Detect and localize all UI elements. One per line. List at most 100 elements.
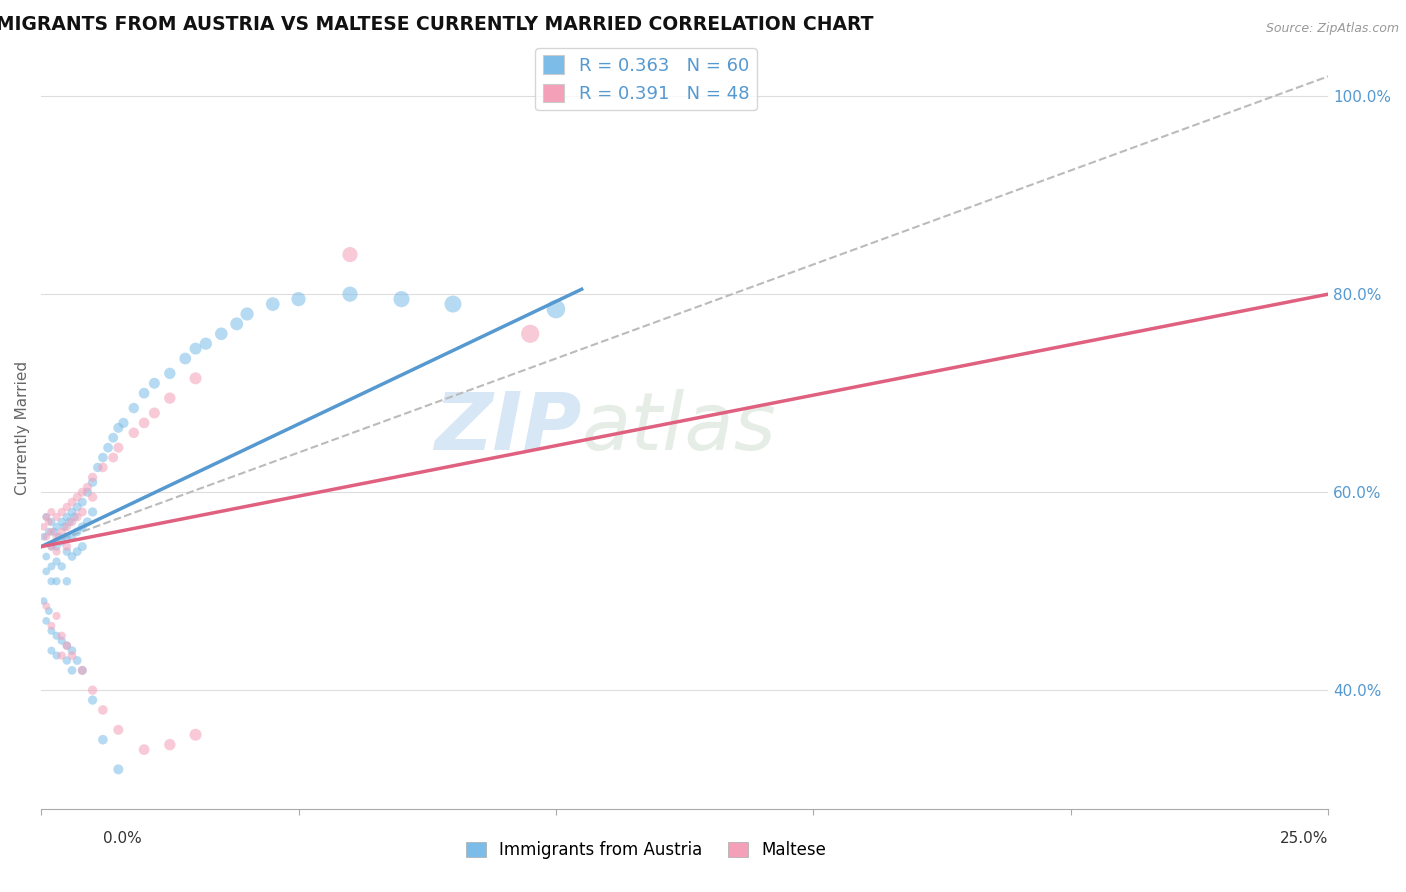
Point [103,450,125,465]
Point [45,554,67,568]
Point [112,416,135,430]
Point [38,604,60,618]
Point [45,574,67,589]
Point [82,475,104,490]
Point [339,287,361,301]
Point [107,723,129,737]
Point [107,441,129,455]
Point [56,520,79,534]
Point [35,599,58,613]
Point [159,367,181,381]
Point [41,643,63,657]
Point [159,391,181,405]
Point [42,524,65,539]
Point [41,515,63,529]
Point [45,629,67,643]
Point [122,401,145,415]
Point [132,416,155,430]
Point [56,500,79,514]
Point [544,301,567,316]
Point [107,421,129,435]
Point [56,639,79,653]
Point [45,609,67,624]
Point [45,510,67,524]
Point [60,549,83,564]
Point [32,520,55,534]
Point [391,292,413,306]
Point [63,510,86,524]
Point [66,490,89,504]
Point [76,485,98,500]
Point [56,639,79,653]
Point [41,574,63,589]
Point [97,441,120,455]
Point [76,515,98,529]
Point [51,515,73,529]
Point [41,540,63,554]
Point [66,653,89,667]
Point [51,648,73,663]
Point [56,574,79,589]
Point [72,540,94,554]
Point [60,648,83,663]
Point [184,728,207,742]
Point [209,326,232,341]
Point [66,510,89,524]
Point [60,505,83,519]
Point [91,450,114,465]
Text: 0.0%: 0.0% [103,831,142,846]
Point [66,524,89,539]
Point [35,530,58,544]
Point [143,376,166,391]
Point [82,693,104,707]
Point [51,534,73,549]
Point [159,738,181,752]
Point [66,544,89,558]
Point [72,495,94,509]
Point [174,351,197,366]
Point [56,510,79,524]
Point [72,485,94,500]
Point [41,624,63,638]
Point [132,386,155,401]
Point [45,544,67,558]
Text: 25.0%: 25.0% [1281,831,1329,846]
Text: IMMIGRANTS FROM AUSTRIA VS MALTESE CURRENTLY MARRIED CORRELATION CHART: IMMIGRANTS FROM AUSTRIA VS MALTESE CURRE… [0,15,873,34]
Point [60,643,83,657]
Point [45,520,67,534]
Point [51,633,73,648]
Point [56,653,79,667]
Point [132,742,155,756]
Point [45,530,67,544]
Point [66,500,89,514]
Point [56,540,79,554]
Point [41,524,63,539]
Point [82,505,104,519]
Point [51,629,73,643]
Point [53,520,76,534]
Point [35,614,58,628]
Point [60,530,83,544]
Point [45,648,67,663]
Point [184,342,207,356]
Point [194,336,217,351]
Point [103,431,125,445]
Text: Source: ZipAtlas.com: Source: ZipAtlas.com [1265,22,1399,36]
Point [60,515,83,529]
Point [82,490,104,504]
Point [87,460,110,475]
Legend: R = 0.363   N = 60, R = 0.391   N = 48: R = 0.363 N = 60, R = 0.391 N = 48 [536,48,756,111]
Point [51,524,73,539]
Point [60,664,83,678]
Point [236,307,259,321]
Point [38,524,60,539]
Point [35,510,58,524]
Point [56,544,79,558]
Point [41,505,63,519]
Y-axis label: Currently Married: Currently Married [15,360,30,495]
Point [91,460,114,475]
Point [58,515,80,529]
Point [287,292,309,306]
Point [143,406,166,420]
Point [41,559,63,574]
